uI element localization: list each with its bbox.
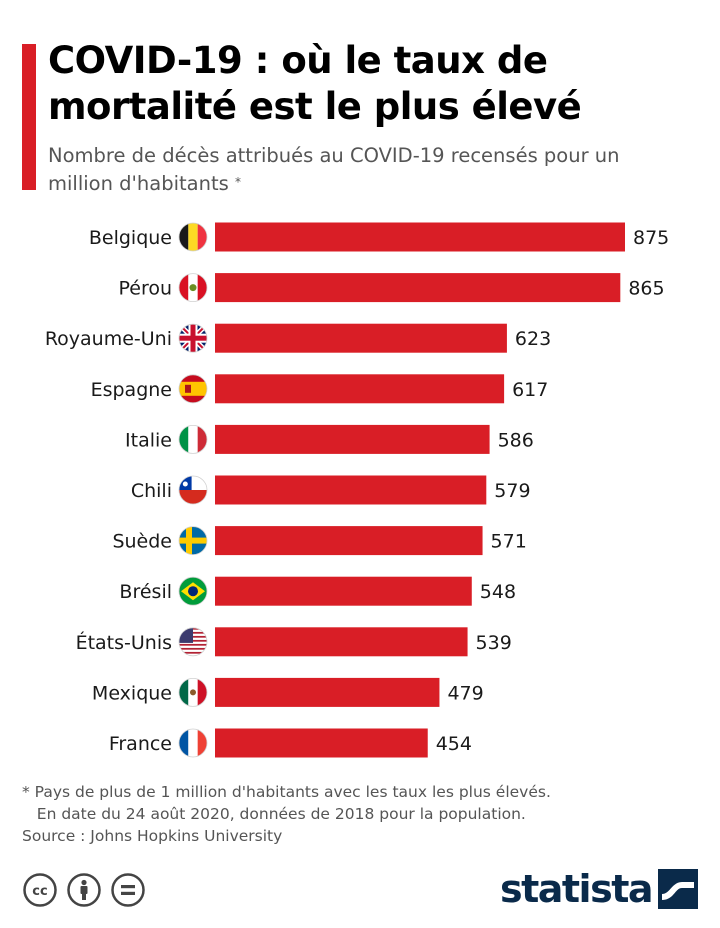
bar [215,728,428,758]
bar [215,475,487,505]
value-label: 548 [480,581,516,603]
uk-flag-icon [178,323,208,353]
value-label: 875 [633,227,669,249]
license-icons: cc [22,872,146,908]
footnote-line-2: En date du 24 août 2020, données de 2018… [22,805,526,823]
chart-row: Italie 586 [125,424,534,454]
category-label: Pérou [118,278,172,300]
chile-flag-icon [178,475,208,505]
bar [215,323,507,353]
value-label: 479 [447,682,483,704]
source-line: Source : Johns Hopkins University [22,827,283,845]
peru-flag-icon [178,273,208,302]
cc-icon[interactable]: cc [22,872,58,908]
category-label: Brésil [119,581,172,603]
subtitle-text: Nombre de décès attribués au COVID-19 re… [48,144,620,195]
statista-brand[interactable]: statista [500,864,698,914]
value-label: 617 [512,379,548,401]
bar [215,677,440,707]
category-label: Chili [131,480,172,502]
category-label: France [109,733,172,755]
category-label: Suède [112,531,172,553]
brand-name: statista [499,867,654,911]
category-label: Italie [125,429,172,451]
svg-text:cc: cc [32,884,47,899]
statista-logo-icon [658,869,698,909]
france-flag-icon [178,728,208,758]
spain-flag-icon [178,374,208,404]
category-label: Espagne [91,379,172,401]
bar [215,374,505,404]
footnote: * Pays de plus de 1 million d'habitants … [22,781,682,847]
usa-flag-icon [178,627,208,657]
attribution-icon[interactable] [66,872,102,908]
category-label: États-Unis [76,631,172,654]
chart-row: Royaume-Uni 623 [45,323,551,353]
value-label: 586 [498,429,534,451]
chart-row: États-Unis 539 [76,627,512,657]
bar-chart: Belgique 875 Pérou 865 Royaume-Uni 623 Espagne… [45,222,669,758]
bar [215,273,621,303]
chart-title: COVID-19 : où le taux de mortalité est l… [48,39,582,128]
bar [215,627,468,657]
mexico-flag-icon [178,677,208,707]
category-label: Mexique [92,682,172,704]
value-label: 865 [628,278,664,300]
brazil-flag-icon [178,576,208,606]
category-label: Royaume-Uni [45,328,172,350]
bar [215,222,625,252]
chart-row: Brésil 548 [119,576,516,606]
chart-subtitle: Nombre de décès attribués au COVID-19 re… [48,142,668,198]
sweden-flag-icon [178,526,208,556]
bar [215,424,490,454]
value-label: 623 [515,328,551,350]
chart-row: Mexique 479 [92,677,484,707]
chart-row: France 454 [109,728,472,758]
value-label: 579 [494,480,530,502]
belgium-flag-icon [178,222,208,252]
bar [215,576,472,606]
category-label: Belgique [89,227,172,249]
chart-row: Chili 579 [131,475,531,505]
chart-row: Suède 571 [112,526,527,556]
subtitle-footnote-marker: * [234,175,241,189]
footnote-line-1: * Pays de plus de 1 million d'habitants … [22,783,551,801]
chart-row: Pérou 865 [118,273,665,303]
bar [215,526,483,556]
chart-row: Belgique 875 [89,222,669,252]
no-derivatives-icon[interactable] [110,872,146,908]
value-label: 539 [476,632,512,654]
value-label: 571 [491,531,527,553]
italy-flag-icon [178,424,208,454]
value-label: 454 [436,733,472,755]
title-accent-bar [22,44,36,190]
chart-row: Espagne 617 [91,374,548,404]
